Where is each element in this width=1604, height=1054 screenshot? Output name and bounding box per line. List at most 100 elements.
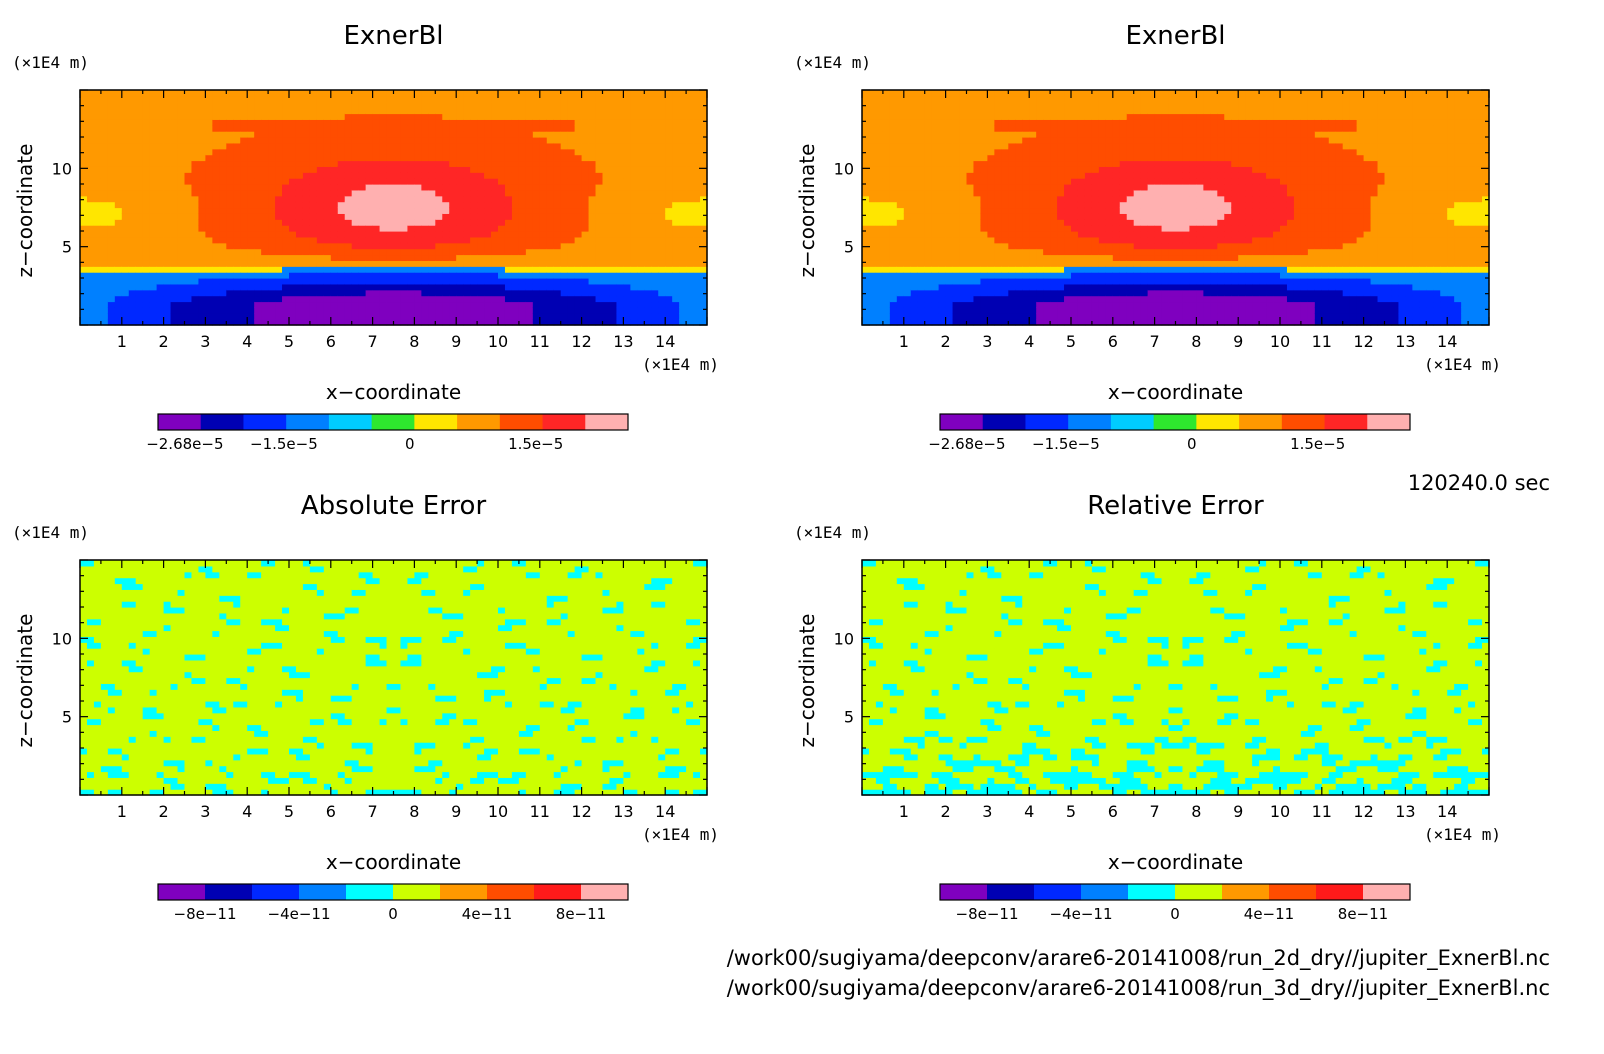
field-cell [623, 137, 631, 144]
field-cell [184, 272, 193, 279]
field-cell [268, 272, 276, 279]
colorbar-swatch [286, 414, 330, 430]
field-cell [177, 225, 186, 232]
field-cell [407, 148, 415, 156]
field-cell [644, 201, 652, 209]
field-cell [323, 301, 332, 308]
field-cell [616, 266, 624, 273]
field-cell [539, 172, 548, 179]
field-cell [959, 189, 968, 197]
field-cell [966, 307, 975, 314]
field-cell [268, 125, 276, 132]
field-cell [504, 154, 513, 162]
field-cell [910, 248, 919, 256]
field-cell [903, 148, 912, 156]
field-cell [358, 113, 367, 120]
field-cell [414, 213, 422, 220]
field-cell [275, 160, 283, 167]
field-cell [672, 266, 680, 273]
field-cell [421, 272, 429, 279]
field-cell [665, 319, 673, 326]
field-cell [351, 166, 360, 173]
field-cell [875, 254, 884, 261]
field-cell [463, 189, 471, 197]
field-cell [651, 213, 659, 220]
field-cell [693, 225, 701, 232]
field-cell [525, 137, 534, 144]
field-cell [484, 289, 492, 297]
field-cell [910, 178, 919, 185]
field-cell [80, 319, 88, 326]
field-cell [574, 289, 583, 297]
field-cell [184, 219, 193, 226]
field-cell [400, 289, 409, 297]
field-cell [686, 119, 694, 126]
field-cell [651, 101, 659, 109]
field-cell [114, 189, 123, 197]
field-cell [191, 107, 200, 115]
field-cell [316, 90, 325, 97]
field-cell [170, 101, 179, 109]
field-cell [177, 254, 186, 261]
field-cell [470, 248, 478, 256]
field-cell [980, 319, 988, 326]
field-cell [980, 178, 988, 185]
field-cell [903, 248, 912, 256]
field-cell [616, 313, 624, 320]
field-cell [1057, 242, 1065, 250]
field-cell [595, 184, 604, 191]
field-cell [344, 254, 353, 261]
field-cell [693, 195, 701, 203]
field-cell [896, 219, 905, 226]
field-cell [372, 295, 381, 303]
field-cell [93, 160, 102, 167]
field-cell [226, 219, 234, 226]
field-cell [938, 319, 947, 326]
field-cell [330, 184, 339, 191]
field-cell [637, 272, 645, 279]
field-cell [400, 166, 409, 173]
field-cell [903, 90, 912, 97]
field-cell [862, 260, 870, 267]
field-cell [966, 178, 975, 185]
field-cell [330, 148, 339, 156]
field-cell [491, 189, 499, 197]
field-cell [100, 301, 109, 308]
field-cell [1022, 184, 1030, 191]
field-cell [1071, 178, 1079, 185]
field-cell [924, 307, 933, 314]
field-cell [602, 248, 611, 256]
field-cell [966, 201, 975, 209]
field-cell [442, 231, 450, 238]
field-cell [128, 107, 137, 115]
field-cell [875, 166, 884, 173]
field-cell [198, 160, 206, 167]
field-cell [679, 289, 687, 297]
field-cell [938, 219, 947, 226]
field-cell [177, 295, 186, 303]
field-cell [386, 131, 395, 138]
field-cell [511, 236, 520, 244]
field-cell [414, 219, 422, 226]
field-cell [379, 160, 388, 167]
field-cell [358, 101, 367, 109]
field-cell [686, 231, 694, 238]
field-cell [170, 166, 179, 173]
field-cell [351, 184, 360, 191]
field-cell [219, 283, 227, 291]
field-cell [532, 166, 541, 173]
field-cell [93, 119, 102, 126]
field-cell [275, 295, 283, 303]
field-cell [184, 113, 193, 120]
field-cell [80, 242, 88, 250]
field-cell [700, 254, 708, 261]
field-cell [142, 272, 151, 279]
field-cell [470, 278, 478, 285]
field-cell [198, 201, 206, 209]
field-cell [609, 213, 618, 220]
field-cell [100, 154, 109, 162]
field-cell [630, 272, 638, 279]
field-cell [980, 278, 988, 285]
field-cell [400, 231, 409, 238]
field-cell [351, 189, 360, 197]
